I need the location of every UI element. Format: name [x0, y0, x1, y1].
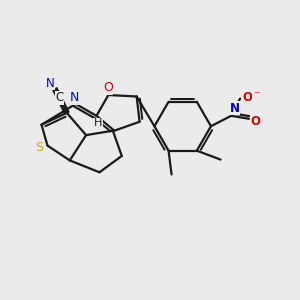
Text: H: H [94, 118, 102, 128]
Text: S: S [35, 140, 43, 154]
Text: N: N [230, 102, 240, 115]
Text: N: N [70, 91, 79, 104]
Text: ⁻: ⁻ [253, 89, 260, 102]
Text: C: C [55, 92, 64, 104]
Text: N: N [46, 76, 55, 90]
Text: O: O [242, 91, 253, 103]
Text: O: O [103, 81, 113, 94]
Text: O: O [250, 115, 260, 128]
